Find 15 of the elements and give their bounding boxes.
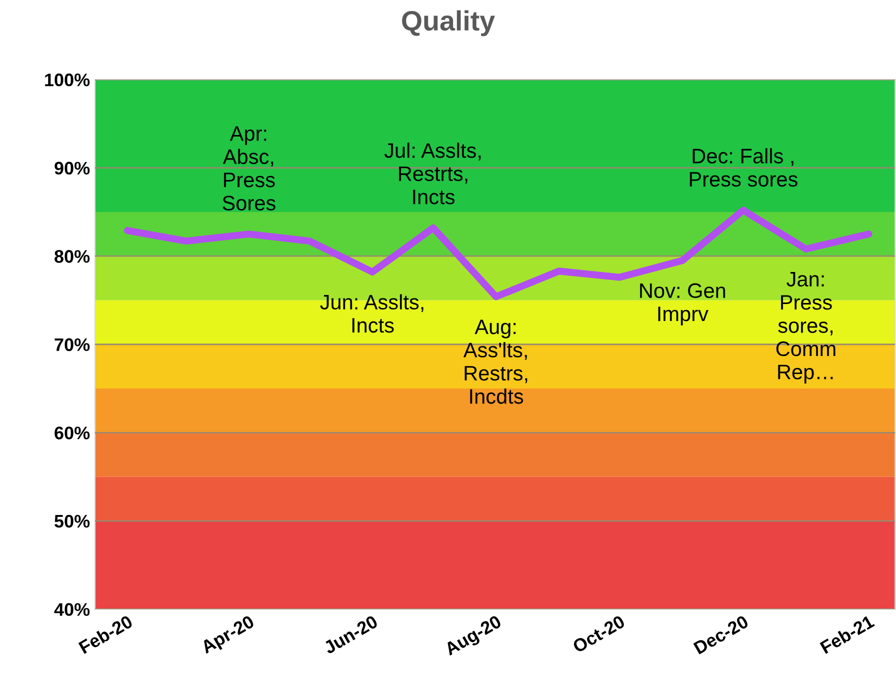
annotation: Nov: Gen Imprv (640, 283, 726, 326)
y-tick-label: 60% (54, 426, 90, 440)
annotation: Jul: Asslts, Restrts, Incts (384, 142, 481, 204)
annotation: Aug: Ass'lts, Restrs, Incdts (463, 320, 528, 404)
annotation: Jan: Press sores, Comm Rep… (776, 272, 836, 384)
chart-title: Quality (402, 10, 495, 36)
y-tick-label: 100% (45, 74, 90, 86)
y-tick-label: 80% (54, 250, 90, 263)
annotation: Apr: Absc, Press Sores (222, 126, 276, 210)
annotation: Jun: Asslts, Incts (320, 294, 424, 333)
annotation: Dec: Falls , Press sores (690, 148, 798, 187)
y-tick-label: 70% (54, 338, 90, 352)
y-tick-label: 50% (54, 514, 90, 528)
y-tick-label: 90% (54, 162, 90, 175)
y-tick-label: 40% (54, 603, 90, 616)
